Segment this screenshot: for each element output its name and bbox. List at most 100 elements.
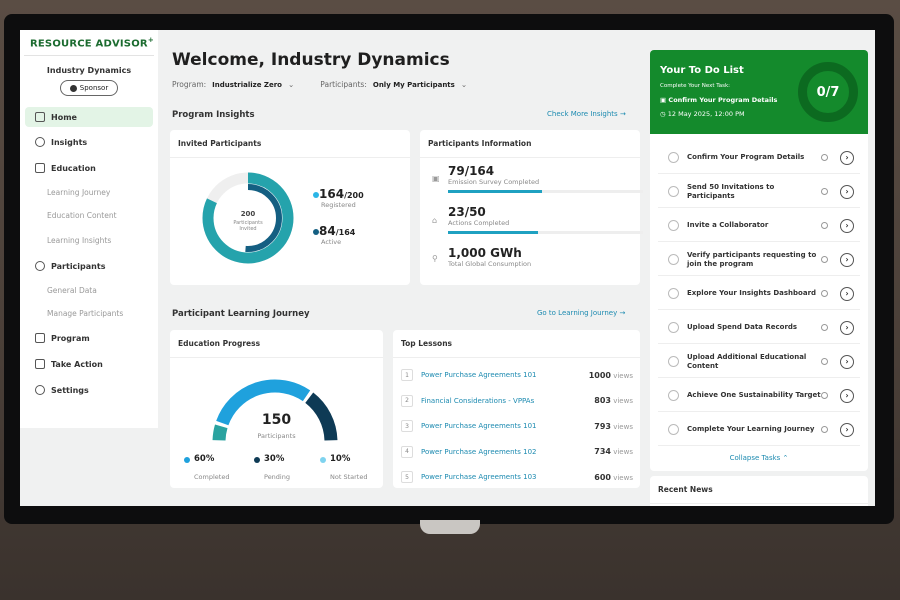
todo-task[interactable]: Verify participants requesting to join t… xyxy=(658,244,860,276)
collapse-tasks-button[interactable]: Collapse Tasks ⌃ xyxy=(650,454,868,462)
clock-icon: ◷ xyxy=(660,110,666,118)
help-icon[interactable] xyxy=(821,426,828,433)
todo-task[interactable]: Upload Spend Data Records › xyxy=(658,312,860,344)
help-icon[interactable] xyxy=(821,188,828,195)
task-label: Upload Spend Data Records xyxy=(687,323,821,332)
chevron-right-circle-icon[interactable]: › xyxy=(840,287,854,301)
todo-task[interactable]: Complete Your Learning Journey › xyxy=(658,414,860,446)
lesson-views: 793 views xyxy=(594,422,633,431)
lesson-rank: 2 xyxy=(401,395,413,407)
chevron-right-circle-icon[interactable]: › xyxy=(840,151,854,165)
participants-select[interactable]: Only My Participants xyxy=(373,81,455,89)
task-label: Invite a Collaborator xyxy=(687,221,821,230)
lesson-row[interactable]: 5Power Purchase Agreements 103600 views xyxy=(401,464,633,490)
chevron-right-circle-icon[interactable]: › xyxy=(840,321,854,335)
education-progress-card: Education Progress 150 Participants 60%C… xyxy=(170,330,383,488)
logo: RESOURCE ADVISOR+ xyxy=(30,36,154,49)
nav-insights[interactable]: Insights xyxy=(25,132,153,152)
lesson-views: 734 views xyxy=(594,447,633,456)
nav-general-data[interactable]: General Data xyxy=(47,286,97,295)
nav-learning-insights[interactable]: Learning Insights xyxy=(47,236,111,245)
chevron-down-icon: ⌄ xyxy=(288,80,294,89)
task-checkbox[interactable] xyxy=(668,152,679,163)
help-icon[interactable] xyxy=(821,222,828,229)
help-icon[interactable] xyxy=(821,256,828,263)
survey-stat: 79/164Emission Survey Completed xyxy=(448,164,643,193)
section-program-insights: Program Insights xyxy=(172,110,255,120)
todo-task[interactable]: Explore Your Insights Dashboard › xyxy=(658,278,860,310)
next-task-label: Complete Your Next Task: xyxy=(660,83,730,89)
help-icon[interactable] xyxy=(821,392,828,399)
lesson-name[interactable]: Power Purchase Agreements 101 xyxy=(421,371,589,379)
task-checkbox[interactable] xyxy=(668,424,679,435)
page-title: Welcome, Industry Dynamics xyxy=(172,50,450,70)
task-label: Complete Your Learning Journey xyxy=(687,425,821,434)
chevron-right-circle-icon[interactable]: › xyxy=(840,389,854,403)
lesson-rank: 1 xyxy=(401,369,413,381)
task-label: Confirm Your Program Details xyxy=(687,153,821,162)
todo-task[interactable]: Invite a Collaborator › xyxy=(658,210,860,242)
go-to-learning-journey-link[interactable]: Go to Learning Journey → xyxy=(537,309,625,317)
gear-icon xyxy=(35,385,45,395)
task-checkbox[interactable] xyxy=(668,356,679,367)
nav-education-content[interactable]: Education Content xyxy=(47,211,117,220)
check-more-insights-link[interactable]: Check More Insights → xyxy=(547,110,626,118)
chevron-right-circle-icon[interactable]: › xyxy=(840,253,854,267)
chevron-right-circle-icon[interactable]: › xyxy=(840,423,854,437)
role-badge: Sponsor xyxy=(60,80,118,96)
todo-progress-ring: 0/7 xyxy=(798,62,858,122)
lesson-row[interactable]: 3Power Purchase Agreements 101793 views xyxy=(401,413,633,439)
lesson-name[interactable]: Financial Considerations - VPPAs xyxy=(421,397,594,405)
help-icon[interactable] xyxy=(821,154,828,161)
lesson-views: 1000 views xyxy=(589,371,633,380)
list-icon xyxy=(35,333,45,343)
lesson-row[interactable]: 1 Power Purchase Agreements 1011000 views xyxy=(401,362,633,388)
todo-task[interactable]: Upload Additional Educational Content› xyxy=(658,346,860,378)
task-checkbox[interactable] xyxy=(668,390,679,401)
task-checkbox[interactable] xyxy=(668,186,679,197)
todo-task[interactable]: Send 50 Invitations to Participants › xyxy=(658,176,860,208)
lesson-name[interactable]: Power Purchase Agreements 103 xyxy=(421,473,594,481)
invited-donut: 200 xyxy=(198,168,298,268)
task-label: Send 50 Invitations to Participants xyxy=(687,183,821,201)
nav-manage-participants[interactable]: Manage Participants xyxy=(47,309,123,318)
program-select[interactable]: Industrialize Zero xyxy=(212,81,282,89)
sidebar: RESOURCE ADVISOR+ Industry Dynamics Spon… xyxy=(20,30,158,428)
lesson-rank: 4 xyxy=(401,446,413,458)
task-label: Explore Your Insights Dashboard xyxy=(687,289,821,298)
chevron-right-circle-icon[interactable]: › xyxy=(840,185,854,199)
task-checkbox[interactable] xyxy=(668,288,679,299)
app-screen: RESOURCE ADVISOR+ Industry Dynamics Spon… xyxy=(20,30,875,506)
gauge-value: 150 xyxy=(170,412,383,428)
todo-task[interactable]: Achieve One Sustainability Target› xyxy=(658,380,860,412)
lesson-row[interactable]: 4 Power Purchase Agreements 102734 views xyxy=(401,439,633,465)
chevron-down-icon: ⌄ xyxy=(461,80,467,89)
program-label: Program: xyxy=(172,80,206,89)
survey-progress xyxy=(448,190,643,193)
help-icon[interactable] xyxy=(821,324,828,331)
nav-education[interactable]: Education xyxy=(25,158,153,178)
participants-label: Participants: xyxy=(320,80,367,89)
nav-participants[interactable]: Participants xyxy=(25,256,153,276)
nav-take-action[interactable]: Take Action xyxy=(25,354,153,374)
lesson-name[interactable]: Power Purchase Agreements 101 xyxy=(421,422,594,430)
chevron-right-circle-icon[interactable]: › xyxy=(840,355,854,369)
help-icon[interactable] xyxy=(821,290,828,297)
chevron-right-circle-icon[interactable]: › xyxy=(840,219,854,233)
divider xyxy=(24,55,154,56)
task-checkbox[interactable] xyxy=(668,254,679,265)
task-label: Verify participants requesting to join t… xyxy=(687,251,821,269)
nav-home[interactable]: Home xyxy=(25,107,153,127)
nav-program[interactable]: Program xyxy=(25,328,153,348)
next-task-link[interactable]: ▣ Confirm Your Program Details xyxy=(660,96,777,104)
lesson-row[interactable]: 2Financial Considerations - VPPAs803 vie… xyxy=(401,388,633,414)
legend-not-started: 10%Not Started xyxy=(320,454,367,483)
nav-learning-journey[interactable]: Learning Journey xyxy=(47,188,110,197)
lesson-name[interactable]: Power Purchase Agreements 102 xyxy=(421,448,594,456)
lesson-rank: 5 xyxy=(401,471,413,483)
nav-settings[interactable]: Settings xyxy=(25,380,153,400)
todo-task[interactable]: Confirm Your Program Details › xyxy=(658,142,860,174)
task-checkbox[interactable] xyxy=(668,322,679,333)
help-icon[interactable] xyxy=(821,358,828,365)
task-checkbox[interactable] xyxy=(668,220,679,231)
